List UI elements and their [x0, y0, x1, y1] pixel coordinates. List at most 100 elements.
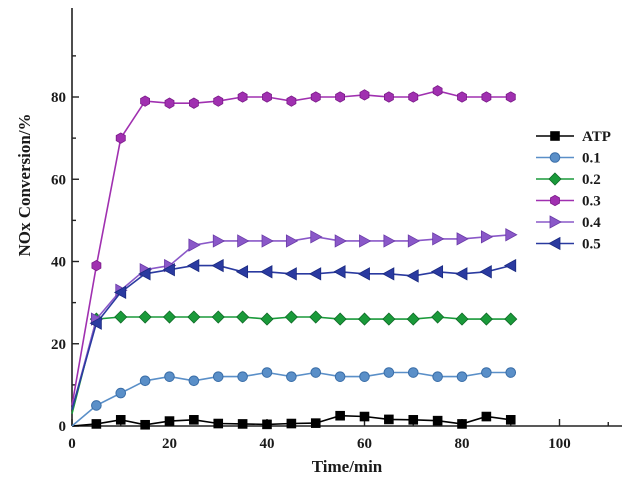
data-point	[138, 310, 152, 324]
data-point	[505, 367, 517, 378]
x-tick-label: 100	[548, 436, 571, 452]
series-0.5	[71, 258, 517, 410]
data-point	[212, 371, 224, 382]
data-point	[310, 230, 323, 244]
data-point	[456, 371, 468, 382]
data-point	[284, 267, 297, 281]
series-line	[71, 316, 511, 414]
legend-label: 0.5	[582, 237, 601, 253]
x-tick-label: 0	[68, 436, 76, 452]
legend-marker	[549, 152, 561, 163]
data-point	[164, 416, 175, 426]
data-point	[359, 411, 370, 422]
data-point	[140, 95, 151, 107]
data-point	[333, 265, 346, 279]
y-tick-label: 60	[51, 172, 66, 188]
data-point	[407, 234, 421, 248]
data-point	[213, 418, 224, 429]
data-point	[211, 258, 224, 273]
data-point	[504, 312, 518, 326]
legend-label: ATP	[582, 129, 611, 145]
data-point	[237, 419, 248, 429]
y-tick-label: 20	[51, 337, 66, 353]
data-point	[260, 312, 274, 326]
data-point	[285, 234, 299, 248]
data-point	[188, 238, 201, 252]
data-point	[286, 371, 297, 382]
legend-label: 0.4	[582, 215, 601, 231]
legend-item: 0.1	[536, 151, 601, 167]
series-ATP	[71, 410, 516, 430]
data-point	[479, 312, 493, 326]
data-point	[91, 400, 102, 411]
data-point	[164, 371, 175, 382]
data-point	[457, 419, 467, 429]
data-point	[236, 310, 250, 324]
data-point	[456, 232, 469, 246]
data-point	[359, 89, 370, 101]
data-point	[284, 310, 298, 324]
data-point	[481, 411, 492, 422]
data-point	[187, 258, 200, 273]
data-point	[286, 95, 297, 107]
series-layer	[71, 85, 518, 430]
series-0.3	[71, 85, 516, 406]
data-point	[431, 310, 445, 324]
data-point	[211, 310, 225, 324]
data-point	[187, 310, 201, 324]
data-point	[432, 232, 445, 246]
data-point	[115, 132, 126, 144]
data-point	[479, 265, 492, 279]
data-point	[91, 419, 102, 429]
x-tick-label: 60	[357, 436, 372, 452]
data-point	[406, 269, 419, 283]
data-point	[138, 267, 151, 281]
data-point	[261, 234, 274, 248]
data-point	[481, 367, 492, 378]
legend-item: 0.5	[536, 237, 601, 253]
data-point	[115, 387, 127, 399]
data-point	[188, 375, 200, 387]
legend-item: 0.4	[536, 215, 601, 231]
data-point	[432, 371, 443, 382]
data-point	[359, 371, 370, 382]
legend-marker	[549, 215, 562, 229]
x-tick-label: 80	[455, 436, 470, 452]
data-point	[383, 367, 395, 378]
data-point	[164, 97, 175, 109]
data-point	[408, 415, 419, 425]
data-point	[309, 310, 323, 324]
legend-marker	[550, 194, 560, 207]
series-0.1	[71, 367, 517, 427]
data-point	[384, 414, 394, 425]
series-line	[71, 264, 511, 410]
data-point	[212, 234, 226, 248]
legend: ATP 0.1 0.2 0.3 0.4 0.5	[536, 129, 611, 253]
data-point	[505, 91, 516, 103]
data-point	[335, 410, 345, 421]
data-point	[213, 95, 224, 107]
series-0.4	[71, 228, 518, 410]
data-point	[262, 91, 272, 103]
data-point	[262, 419, 272, 430]
data-point	[333, 312, 347, 326]
data-point	[455, 312, 469, 326]
data-point	[237, 371, 248, 382]
data-point	[406, 312, 420, 326]
legend-marker	[550, 131, 560, 141]
x-axis-title: Time/min	[312, 457, 383, 476]
data-point	[357, 267, 370, 281]
data-point	[430, 265, 444, 279]
y-tick-label: 0	[59, 419, 67, 435]
series-0.2	[71, 310, 518, 414]
data-point	[505, 415, 516, 425]
data-point	[310, 91, 321, 103]
tick-labels: 0 20 40 60 80 100 0 20 40 60 80	[51, 90, 571, 452]
y-tick-label: 40	[51, 255, 66, 271]
data-point	[383, 234, 396, 248]
y-axis-title: NOx Conversion/%	[15, 113, 34, 256]
data-point	[432, 85, 443, 97]
data-point	[113, 285, 127, 300]
legend-item: 0.3	[536, 194, 601, 210]
